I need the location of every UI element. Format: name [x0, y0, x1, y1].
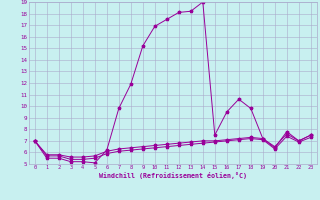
- X-axis label: Windchill (Refroidissement éolien,°C): Windchill (Refroidissement éolien,°C): [99, 172, 247, 179]
